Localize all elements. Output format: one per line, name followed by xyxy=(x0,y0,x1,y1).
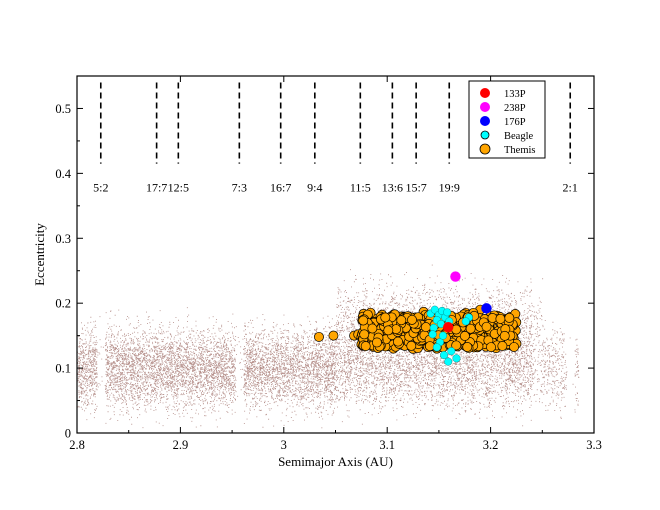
resonance-label: 5:2 xyxy=(93,181,108,195)
beagle-point xyxy=(444,357,453,366)
themis-point xyxy=(328,330,339,341)
beagle-point xyxy=(443,308,452,317)
legend-marker-133p xyxy=(480,88,490,98)
themis-point xyxy=(495,313,506,324)
y-tick-label: 0.4 xyxy=(55,167,71,181)
resonance-label: 15:7 xyxy=(405,181,426,195)
y-tick-label: 0.2 xyxy=(55,297,71,311)
y-tick-label: 0.3 xyxy=(55,232,71,246)
themis-point xyxy=(509,342,520,353)
resonance-label: 19:9 xyxy=(439,181,460,195)
themis-point xyxy=(499,330,510,341)
themis-point xyxy=(406,340,417,351)
legend-marker-238p xyxy=(480,102,490,112)
resonance-lines: 5:2 17:7 12:5 7:3 16:7 9:4 11:5 13:6 15:7 19:9 2:1 xyxy=(93,82,578,195)
themis-point xyxy=(314,331,324,342)
y-tick-label: 0.1 xyxy=(55,362,71,376)
beagle-series xyxy=(426,305,473,366)
themis-point xyxy=(462,342,473,352)
themis-point xyxy=(371,337,382,348)
legend: 133P 238P 176P Beagle Themis xyxy=(468,80,546,159)
themis-point xyxy=(367,323,378,334)
themis-point xyxy=(465,323,476,334)
legend-label-themis: Themis xyxy=(504,145,536,156)
themis-point xyxy=(421,322,431,333)
themis-point xyxy=(451,340,462,351)
legend-marker-themis xyxy=(479,143,491,155)
resonance-label: 17:7 xyxy=(146,181,167,195)
resonance-label: 11:5 xyxy=(350,181,371,195)
legend-label-beagle: Beagle xyxy=(504,131,533,142)
resonance-label: 16:7 xyxy=(270,181,291,195)
themis-point xyxy=(359,329,370,340)
themis-point xyxy=(407,314,417,325)
comet-176p-point xyxy=(481,303,492,314)
themis-point xyxy=(459,331,470,341)
resonance-label: 9:4 xyxy=(307,181,322,195)
x-tick-label: 2.8 xyxy=(69,438,85,452)
themis-point xyxy=(358,315,369,326)
themis-point xyxy=(497,341,508,351)
resonance-label: 2:1 xyxy=(563,181,578,195)
resonance-label: 12:5 xyxy=(168,181,189,195)
themis-point xyxy=(486,342,496,353)
axis-ticks: 2.8 2.9 3 3.1 3.2 3.3 0 0.1 0.2 0.3 0.4 0.5 xyxy=(55,75,602,452)
beagle-point xyxy=(439,331,448,340)
beagle-point xyxy=(432,343,441,352)
beagle-point xyxy=(447,347,456,356)
legend-label-176p: 176P xyxy=(504,117,526,128)
legend-marker-176p xyxy=(480,116,490,126)
x-axis-title: Semimajor Axis (AU) xyxy=(278,454,393,469)
themis-point xyxy=(360,341,371,352)
comet-133p-point xyxy=(443,321,454,333)
resonance-label: 7:3 xyxy=(232,181,247,195)
x-tick-label: 2.9 xyxy=(173,438,189,452)
legend-label-238p: 238P xyxy=(504,103,526,114)
beagle-point xyxy=(452,354,461,363)
themis-point xyxy=(393,336,403,347)
themis-point xyxy=(504,312,515,323)
legend-label-133p: 133P xyxy=(504,89,526,100)
y-tick-label: 0.5 xyxy=(55,102,71,116)
x-tick-label: 3.3 xyxy=(586,438,602,452)
x-tick-label: 3.1 xyxy=(379,438,395,452)
x-tick-label: 3 xyxy=(281,438,287,452)
legend-marker-beagle xyxy=(480,130,490,140)
comet-238p-point xyxy=(450,271,461,282)
themis-point xyxy=(481,321,492,332)
comet-markers xyxy=(443,271,492,333)
themis-point xyxy=(383,325,394,336)
beagle-point xyxy=(428,330,437,339)
resonance-label: 13:6 xyxy=(382,181,403,195)
y-axis-title: Eccentricity xyxy=(32,223,47,286)
themis-point xyxy=(396,315,407,326)
themis-point xyxy=(380,312,391,323)
y-tick-label: 0 xyxy=(65,427,71,441)
beagle-point xyxy=(440,351,449,360)
x-tick-label: 3.2 xyxy=(483,438,499,452)
beagle-point xyxy=(461,317,470,326)
